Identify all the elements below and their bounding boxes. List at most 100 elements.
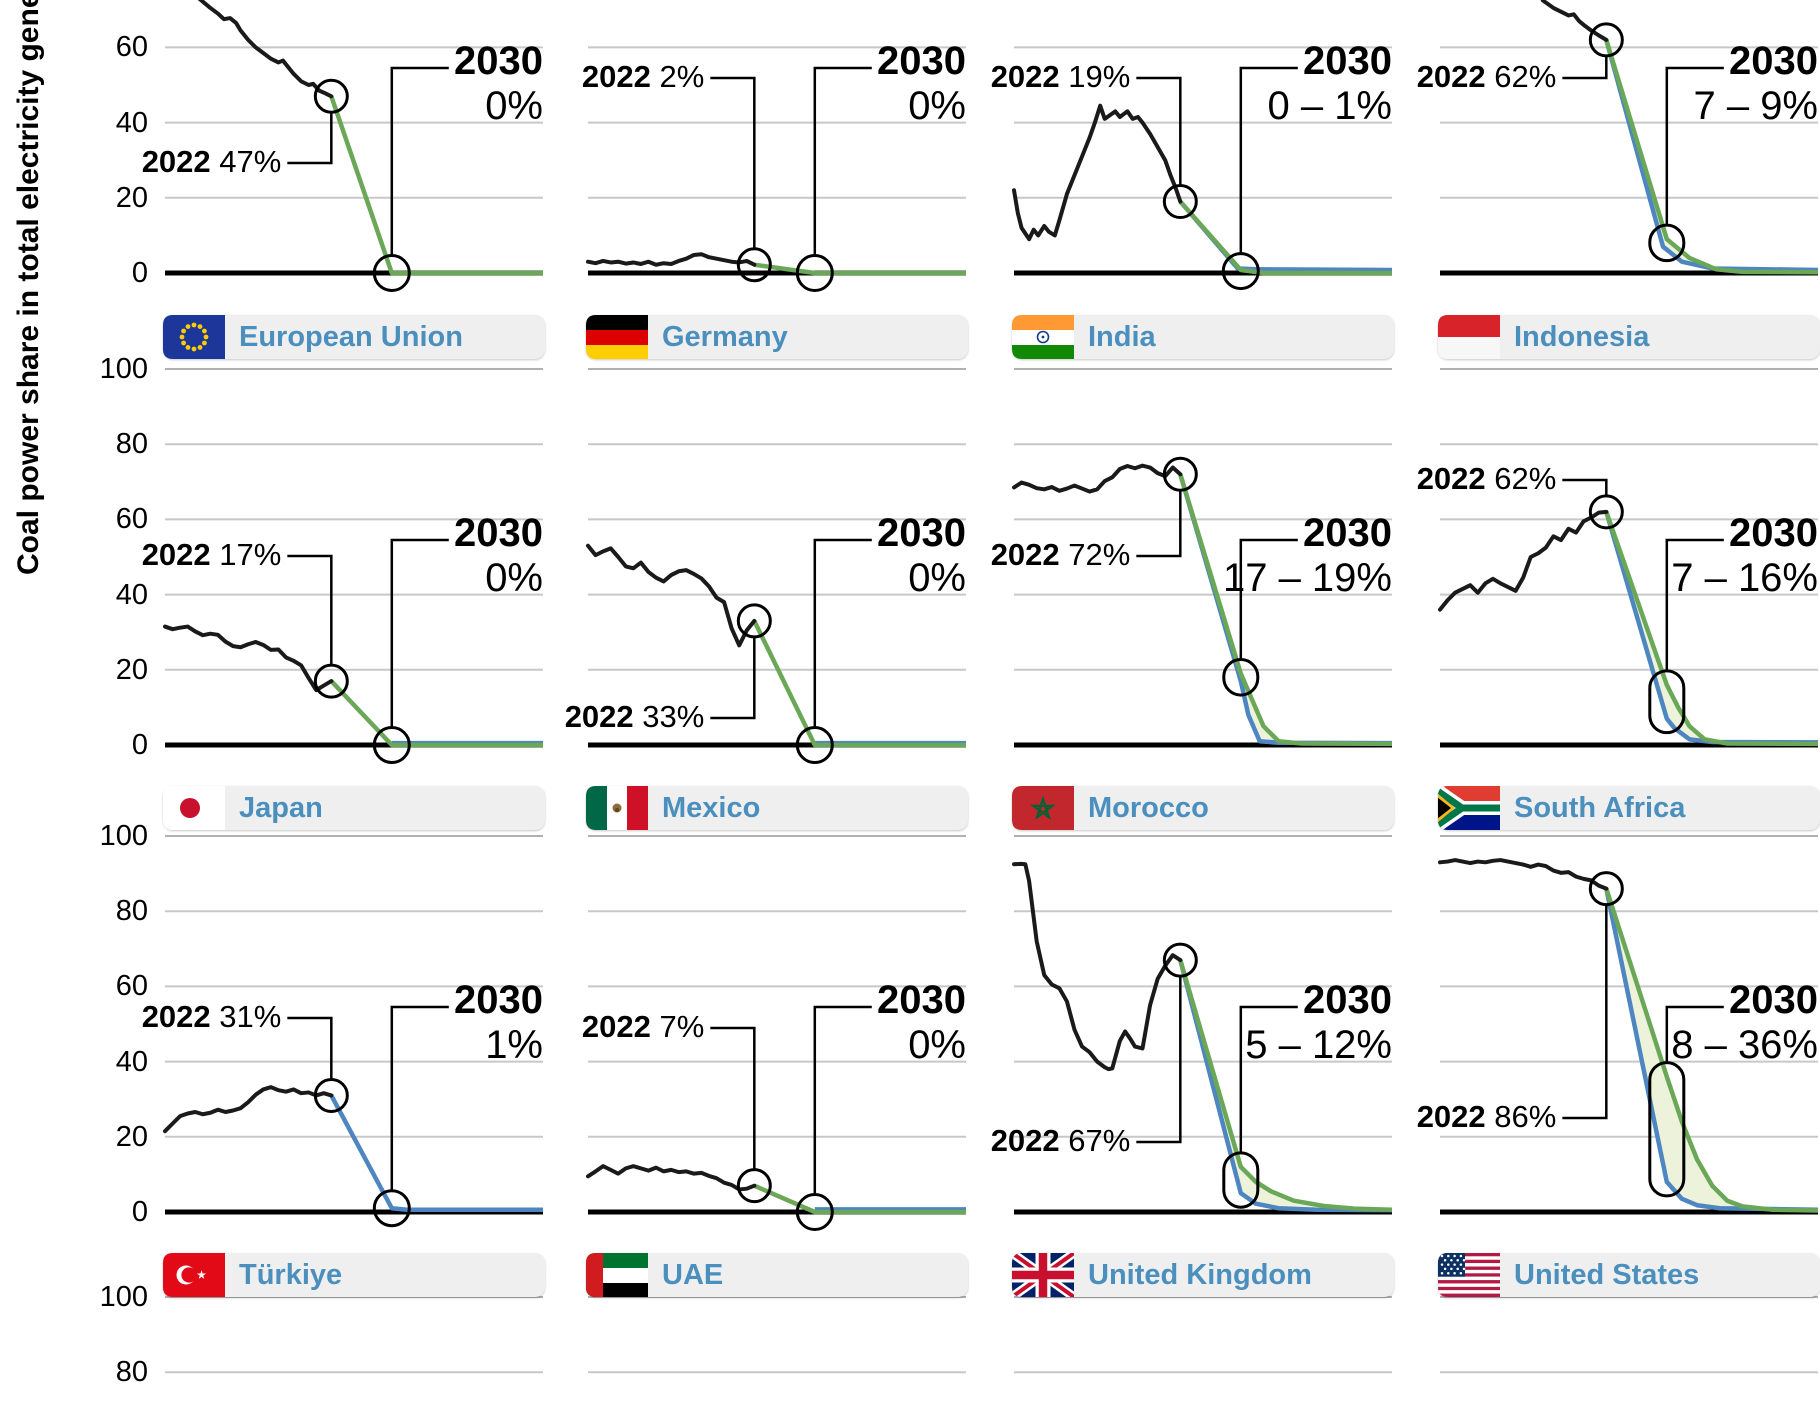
flag-in-icon [1012,315,1074,359]
annotation-2022: 2022 33% [565,698,705,736]
projection-line-green [754,262,966,276]
annotation-2030-connector [813,538,872,728]
annotation-2030-range: 8 – 36% [1671,1023,1818,1067]
annotation-2022-value: 19% [1068,59,1131,94]
annotation-2022-value: 33% [642,699,705,734]
flag-mx-icon [586,786,648,830]
annotation-2022: 2022 31% [142,998,282,1036]
annotation-2022-year: 2022 [581,1009,651,1044]
chart-panel [1438,858,1819,1213]
annotation-2030-range: 7 – 9% [1693,84,1818,128]
annotation-2030-year: 2030 [1303,511,1392,555]
country-name: Türkiye [239,1259,343,1291]
country-name: United States [1514,1259,1700,1291]
y-axis-tick: 60 [115,970,148,1003]
chart-panel [1012,861,1393,1213]
y-axis-tick: 20 [115,653,148,686]
annotation-2022-value: 62% [1494,59,1557,94]
country-header-pill: India [1012,315,1394,359]
y-axis-tick: 40 [115,578,148,611]
country-header-pill: Germany [586,315,968,359]
annotation-2030-year: 2030 [1729,978,1818,1022]
annotation-2022: 2022 62% [1417,58,1557,96]
annotation-2022: 2022 2% [582,58,704,96]
annotation-2022-value: 31% [219,999,282,1034]
flag-za-icon [1438,786,1500,830]
annotation-2030-range: 0% [908,84,966,128]
annotation-2030-connector [390,1005,449,1191]
history-line [1012,861,1183,1072]
annotation-2022: 2022 17% [142,536,282,574]
annotation-2022: 2022 67% [991,1122,1131,1160]
projection-line-green [1178,473,1393,747]
annotation-2022-value: 67% [1068,1123,1131,1158]
annotation-2030-range: 1% [485,1023,543,1067]
annotation-2030-year: 2030 [1303,39,1392,83]
annotation-2030-year: 2030 [454,39,543,83]
y-axis-label: Coal power share in total electricity ge… [12,0,45,575]
chart-panel [1540,0,1819,275]
annotation-2022-year: 2022 [141,144,211,179]
annotation-2030-connector [1239,1005,1298,1153]
country-header-pill: Mexico [586,786,968,830]
flag-eu-icon [163,315,225,359]
annotation-2030-connector [390,66,449,256]
chart-panel [163,538,543,764]
history-line [586,1164,757,1192]
chart-panel [197,0,543,292]
annotation-2022: 2022 19% [991,58,1131,96]
projection-line-green [752,619,966,748]
chart-panel [586,66,966,292]
annotation-2022: 2022 86% [1417,1098,1557,1136]
annotation-2022-year: 2022 [141,537,211,572]
annotation-2030-connector [1665,66,1724,226]
country-name: India [1088,321,1156,353]
annotation-2022-connector [1562,478,1608,496]
annotation-2022-connector [1562,55,1608,80]
annotation-2030: 2030 1% [454,978,543,1068]
projection-line-green [753,1183,966,1215]
y-axis-tick: 60 [115,503,148,536]
annotation-2022-year: 2022 [990,59,1060,94]
annotation-2022: 2022 47% [142,143,282,181]
flag-gb-icon [1012,1253,1074,1297]
annotation-2030: 2030 7 – 9% [1693,39,1818,129]
annotation-2030: 2030 0% [454,511,543,601]
annotation-2030: 2030 7 – 16% [1671,511,1818,601]
annotation-2022: 2022 7% [582,1008,704,1046]
country-header-pill: Indonesia [1438,315,1820,359]
annotation-2030-connector [1239,66,1298,254]
chart-panel [1012,66,1393,291]
history-line [1438,858,1609,891]
annotation-2022-value: 2% [659,59,705,94]
y-axis-tick: 20 [115,1120,148,1153]
annotation-2030-connector [813,1005,872,1195]
annotation-2030-range: 0 – 1% [1267,84,1392,128]
annotation-2022-connector [1136,976,1182,1144]
country-header-pill: UAE [586,1253,968,1297]
y-axis-tick: 20 [115,181,148,214]
annotation-2022-connector [710,636,756,720]
annotation-2030-year: 2030 [877,511,966,555]
flag-ma-icon [1012,786,1074,830]
history-line [1438,509,1609,612]
projection-line-green [1604,511,1819,747]
annotation-2022-connector [287,112,333,165]
y-axis-tick: 80 [115,428,148,461]
annotation-2022-year: 2022 [1416,59,1486,94]
projection-line-green [1178,200,1392,276]
annotation-2022-connector [710,1026,756,1170]
annotation-2022-value: 17% [219,537,282,572]
annotation-2022-year: 2022 [990,537,1060,572]
annotation-2022-connector [710,76,756,249]
annotation-2030-year: 2030 [877,39,966,83]
annotation-2030-year: 2030 [877,978,966,1022]
flag-jp-icon [163,786,225,830]
annotation-2030: 2030 0% [877,39,966,129]
annotation-2030-range: 17 – 19% [1222,556,1392,600]
y-axis-tick: 40 [115,106,148,139]
country-name: Germany [662,321,788,353]
annotation-2022-value: 72% [1068,537,1131,572]
